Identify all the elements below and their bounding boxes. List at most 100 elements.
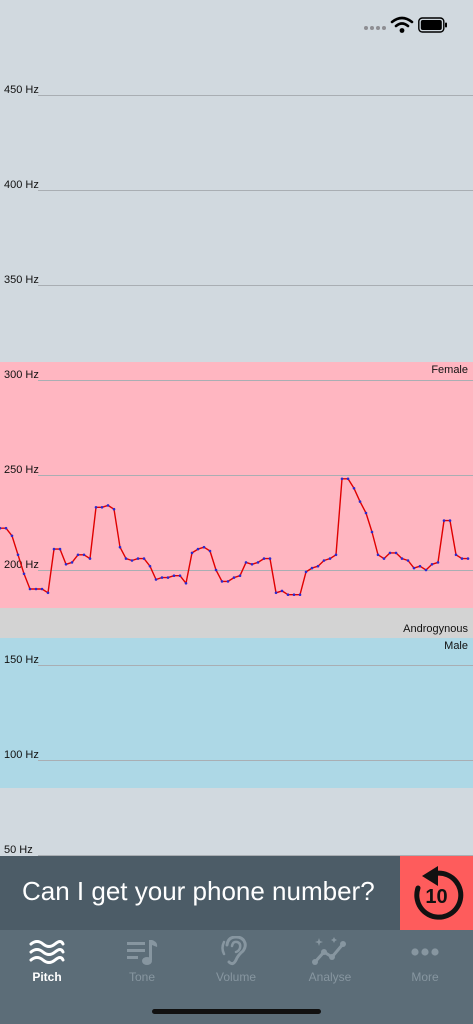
pitch-point-16	[94, 506, 98, 509]
tab-analyse[interactable]: Analyse	[283, 930, 377, 990]
tick-label-150: 150 Hz	[4, 654, 39, 666]
pitch-point-43	[256, 561, 260, 564]
tab-tone-label: Tone	[128, 970, 156, 984]
tab-volume[interactable]: Volume	[189, 930, 283, 990]
pitch-point-28	[166, 576, 170, 579]
tab-more-label: More	[411, 970, 439, 984]
pitch-point-50	[298, 593, 302, 596]
pitch-point-24	[142, 557, 146, 560]
pitch-point-70	[418, 564, 422, 568]
tick-label-250: 250 Hz	[4, 464, 39, 476]
female-band: Female	[0, 362, 473, 608]
gridline-350	[38, 285, 473, 286]
pitch-point-71	[424, 568, 428, 572]
pitch-point-26	[154, 578, 158, 581]
gridline-50	[38, 855, 473, 856]
pitch-point-64	[382, 557, 386, 560]
pitch-point-41	[244, 561, 248, 564]
pitch-point-7	[40, 587, 44, 591]
tab-pitch-label: Pitch	[32, 970, 62, 984]
gridline-450	[38, 95, 473, 96]
pitch-point-0	[0, 526, 2, 530]
home-indicator	[152, 1009, 321, 1014]
pitch-point-45	[268, 557, 272, 560]
pitch-point-15	[88, 557, 92, 560]
ear-icon	[221, 936, 247, 966]
female-band-label: Female	[431, 364, 468, 376]
pitch-point-56	[334, 553, 338, 557]
pitch-point-4	[22, 572, 26, 576]
phrase-bar: Can I get your phone number? 10	[0, 856, 473, 930]
pitch-point-77	[460, 557, 464, 560]
gridline-150	[38, 665, 473, 666]
pitch-point-67	[400, 557, 404, 560]
pitch-point-75	[448, 519, 452, 522]
pitch-point-37	[220, 580, 224, 583]
gridline-250	[38, 475, 473, 476]
tick-label-400: 400 Hz	[4, 179, 39, 191]
pitch-point-49	[292, 593, 296, 596]
pitch-point-72	[430, 563, 434, 566]
phrase-text: Can I get your phone number?	[22, 876, 375, 906]
male-band: Male	[0, 638, 473, 788]
pitch-point-21	[124, 557, 128, 560]
pitch-point-34	[202, 545, 206, 549]
pitch-point-55	[328, 557, 332, 560]
pitch-point-6	[34, 587, 38, 591]
tab-tone[interactable]: Tone	[95, 930, 189, 990]
pitch-point-31	[184, 582, 188, 585]
male-band-label: Male	[444, 640, 468, 652]
pitch-plot: Female Androgynous Male 450 Hz 400 Hz 35…	[0, 50, 473, 856]
pitch-point-19	[112, 507, 116, 511]
gridline-400	[38, 190, 473, 191]
cellular-dots-icon	[364, 26, 386, 32]
pitch-point-9	[52, 547, 56, 551]
pitch-point-54	[322, 559, 326, 562]
pitch-point-42	[250, 563, 254, 566]
tab-more[interactable]: More	[378, 930, 472, 990]
pitch-point-58	[346, 477, 350, 481]
pitch-point-32	[190, 551, 194, 555]
pitch-point-65	[388, 551, 392, 555]
pitch-point-18	[106, 504, 110, 507]
pitch-point-36	[214, 568, 218, 572]
replay-arrow-icon	[414, 866, 464, 920]
sparkle-chart-icon	[312, 937, 346, 965]
pitch-point-23	[136, 557, 140, 560]
pitch-point-38	[226, 580, 230, 583]
battery-icon	[418, 17, 447, 33]
pitch-point-35	[208, 549, 212, 553]
waves-icon	[29, 940, 65, 964]
tab-volume-label: Volume	[215, 970, 257, 984]
pitch-point-33	[196, 547, 200, 551]
tick-label-300: 300 Hz	[4, 369, 39, 381]
replay-count: 10	[425, 886, 448, 908]
replay-button[interactable]: 10	[400, 856, 473, 930]
pitch-point-8	[46, 591, 50, 595]
pitch-point-10	[58, 547, 62, 551]
tab-bar: Pitch Tone Volume Analyse	[0, 930, 473, 1024]
pitch-point-47	[280, 589, 284, 593]
ellipsis-icon	[411, 948, 439, 956]
pitch-point-27	[160, 576, 164, 579]
wifi-icon	[390, 16, 414, 33]
pitch-point-60	[358, 500, 362, 503]
pitch-point-11	[64, 563, 68, 566]
tick-label-450: 450 Hz	[4, 84, 39, 96]
pitch-point-40	[238, 574, 242, 577]
pitch-point-52	[310, 566, 314, 570]
pitch-point-78	[466, 557, 470, 560]
pitch-point-13	[76, 553, 80, 557]
pitch-point-57	[340, 477, 344, 481]
pitch-point-20	[118, 545, 122, 549]
pitch-point-61	[364, 511, 368, 515]
pitch-point-30	[178, 574, 182, 577]
tick-label-100: 100 Hz	[4, 749, 39, 761]
pitch-point-53	[316, 564, 320, 568]
pitch-point-1	[4, 526, 8, 530]
tab-analyse-label: Analyse	[308, 970, 352, 984]
pitch-point-76	[454, 553, 458, 557]
pitch-point-29	[172, 574, 176, 577]
status-bar	[0, 0, 473, 50]
tab-pitch[interactable]: Pitch	[0, 930, 94, 990]
